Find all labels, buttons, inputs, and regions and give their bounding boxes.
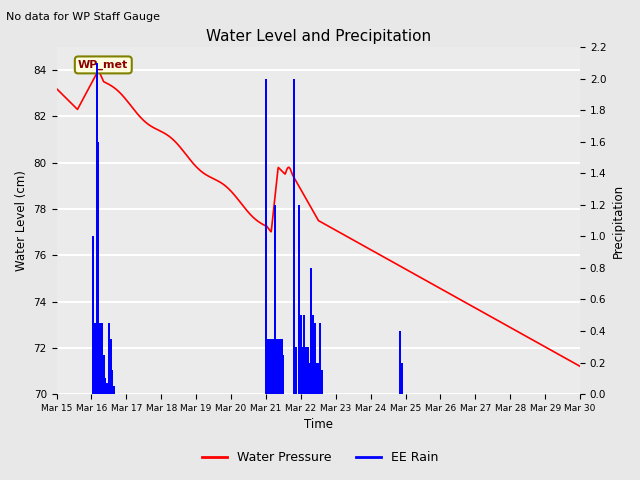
Bar bbox=[282, 355, 284, 394]
Bar bbox=[92, 236, 94, 394]
Title: Water Level and Precipitation: Water Level and Precipitation bbox=[205, 29, 431, 44]
Bar bbox=[267, 339, 269, 394]
Bar bbox=[97, 142, 99, 394]
Bar bbox=[99, 323, 101, 394]
Y-axis label: Water Level (cm): Water Level (cm) bbox=[15, 170, 28, 271]
Bar bbox=[300, 315, 302, 394]
X-axis label: Time: Time bbox=[304, 419, 333, 432]
Bar bbox=[277, 339, 279, 394]
Bar bbox=[399, 331, 401, 394]
Bar bbox=[316, 362, 317, 394]
Bar bbox=[108, 323, 110, 394]
Bar bbox=[272, 339, 274, 394]
Bar bbox=[279, 339, 281, 394]
Bar bbox=[270, 339, 272, 394]
Bar bbox=[312, 315, 314, 394]
Bar bbox=[268, 339, 271, 394]
Bar bbox=[298, 205, 300, 394]
Bar bbox=[111, 371, 113, 394]
Bar bbox=[275, 339, 278, 394]
Y-axis label: Precipitation: Precipitation bbox=[612, 183, 625, 258]
Legend: Water Pressure, EE Rain: Water Pressure, EE Rain bbox=[196, 446, 444, 469]
Bar bbox=[106, 383, 108, 394]
Bar bbox=[305, 347, 307, 394]
Bar bbox=[265, 79, 267, 394]
Bar bbox=[310, 268, 312, 394]
Bar bbox=[307, 347, 309, 394]
Bar bbox=[314, 323, 316, 394]
Bar bbox=[102, 355, 105, 394]
Bar bbox=[317, 362, 319, 394]
Bar bbox=[94, 323, 96, 394]
Bar bbox=[319, 323, 321, 394]
Bar bbox=[109, 339, 111, 394]
Bar bbox=[301, 347, 303, 394]
Bar bbox=[293, 79, 295, 394]
Text: No data for WP Staff Gauge: No data for WP Staff Gauge bbox=[6, 12, 161, 22]
Bar bbox=[401, 362, 403, 394]
Bar bbox=[280, 339, 283, 394]
Bar bbox=[113, 386, 115, 394]
Bar bbox=[95, 63, 98, 394]
Bar bbox=[104, 378, 106, 394]
Bar bbox=[321, 371, 323, 394]
Text: WP_met: WP_met bbox=[78, 60, 129, 70]
Bar bbox=[294, 347, 297, 394]
Bar bbox=[101, 323, 103, 394]
Bar bbox=[274, 205, 276, 394]
Bar bbox=[303, 315, 305, 394]
Bar bbox=[308, 362, 310, 394]
